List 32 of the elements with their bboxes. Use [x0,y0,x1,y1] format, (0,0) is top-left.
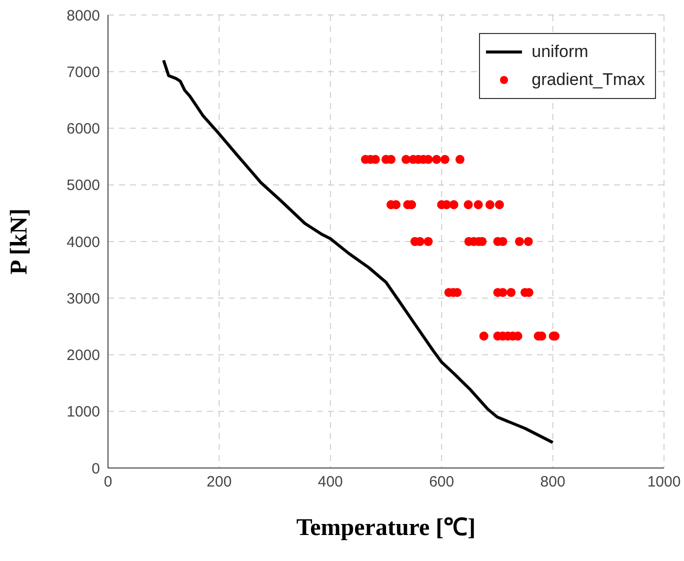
point [464,200,473,210]
point [432,154,442,164]
y-tick-label: 0 [92,460,100,478]
point [455,154,464,164]
y-axis-title: P [kN] [6,208,33,274]
point [494,200,504,210]
x-tick-label: 200 [206,474,232,491]
x-tick-label: 800 [540,474,566,491]
legend-label: uniform [532,41,588,63]
x-tick-label: 600 [429,474,454,491]
point [479,332,488,341]
point [514,236,524,246]
y-tick-label: 1000 [66,404,100,421]
y-tick-label: 5000 [66,177,100,194]
x-axis-title: Temperature [℃] [296,515,476,541]
x-tick-label: 400 [318,474,343,491]
point [474,200,483,210]
x-tick-label: 1000 [647,474,681,491]
y-tick-label: 6000 [66,120,100,138]
point [506,288,516,297]
point [524,236,533,246]
x-tick-label: 0 [104,474,112,491]
y-tick-label: 2000 [66,347,100,364]
legend-label: gradient_Tmax [532,69,645,91]
y-tick-label: 3000 [66,290,100,308]
y-tick-label: 7000 [66,64,100,81]
point [449,200,458,210]
point [485,200,494,210]
point [440,154,450,164]
y-tick-label: 4000 [66,234,100,251]
point [424,236,433,246]
y-tick-label: 8000 [66,7,100,24]
